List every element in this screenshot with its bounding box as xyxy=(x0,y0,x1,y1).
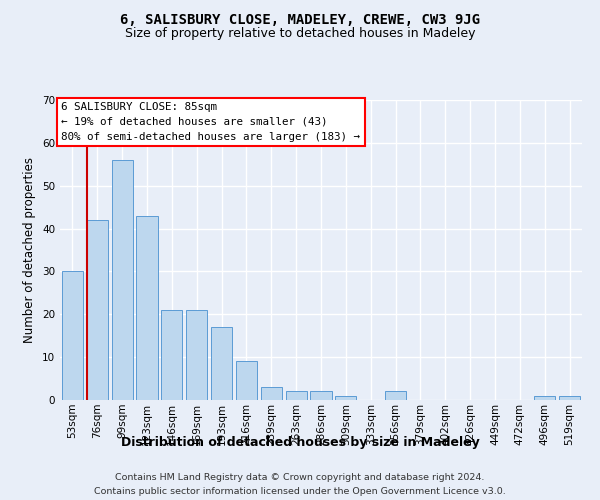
Bar xyxy=(136,216,158,400)
Bar xyxy=(534,396,555,400)
Text: 6, SALISBURY CLOSE, MADELEY, CREWE, CW3 9JG: 6, SALISBURY CLOSE, MADELEY, CREWE, CW3 … xyxy=(120,12,480,26)
Bar xyxy=(236,362,257,400)
Y-axis label: Number of detached properties: Number of detached properties xyxy=(23,157,37,343)
Bar xyxy=(286,392,307,400)
Bar xyxy=(211,327,232,400)
Bar xyxy=(186,310,207,400)
Bar xyxy=(87,220,108,400)
Bar xyxy=(385,392,406,400)
Bar xyxy=(559,396,580,400)
Text: Contains HM Land Registry data © Crown copyright and database right 2024.: Contains HM Land Registry data © Crown c… xyxy=(115,473,485,482)
Bar xyxy=(261,387,282,400)
Bar xyxy=(310,392,332,400)
Bar xyxy=(62,272,83,400)
Text: 6 SALISBURY CLOSE: 85sqm
← 19% of detached houses are smaller (43)
80% of semi-d: 6 SALISBURY CLOSE: 85sqm ← 19% of detach… xyxy=(61,102,360,142)
Text: Size of property relative to detached houses in Madeley: Size of property relative to detached ho… xyxy=(125,28,475,40)
Bar xyxy=(335,396,356,400)
Bar xyxy=(161,310,182,400)
Text: Contains public sector information licensed under the Open Government Licence v3: Contains public sector information licen… xyxy=(94,486,506,496)
Bar xyxy=(112,160,133,400)
Text: Distribution of detached houses by size in Madeley: Distribution of detached houses by size … xyxy=(121,436,479,449)
